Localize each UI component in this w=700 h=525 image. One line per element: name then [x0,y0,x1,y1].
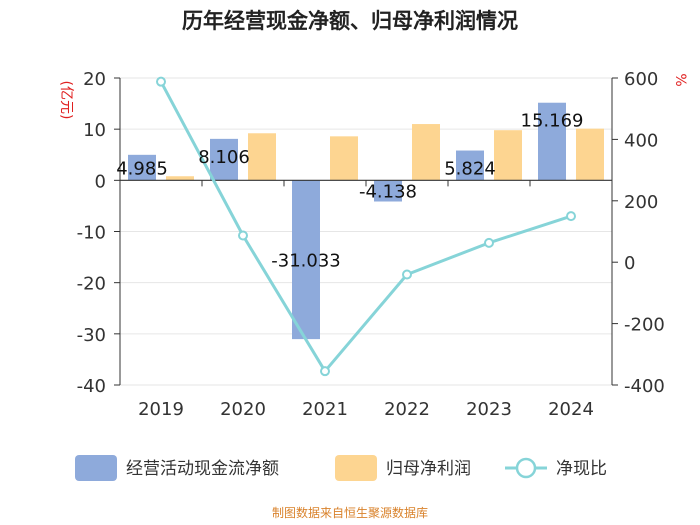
data-label-operating-cash: 15.169 [521,111,584,132]
left-tick-label: 10 [83,120,106,141]
left-axis-unit: (亿元) [58,81,74,120]
bar-operating-cash-2024 [538,102,566,181]
line-point-2021 [320,366,330,377]
x-tick-label: 2021 [302,399,348,420]
right-tick-label: 400 [624,130,658,151]
line-point-2020 [238,230,248,241]
bar-operating-cash-2021 [292,180,320,340]
x-tick-label: 2024 [548,399,594,420]
legend-label-operating-cash: 经营活动现金流净额 [126,459,279,479]
legend-label-net-cash-ratio: 净现比 [556,459,607,479]
data-label-operating-cash: 8.106 [198,147,250,168]
bar-operating-cash-2020 [210,138,238,181]
data-label-operating-cash: -31.033 [271,251,340,272]
x-tick-label: 2022 [384,399,430,420]
line-point-2024 [566,211,576,222]
line-point-2019 [156,76,166,87]
data-labels: 4.985 8.106 -31.033 -4.138 5.824 15.169 [116,111,583,272]
net-cash-ratio-line-group [156,76,576,377]
bar-net-profit-2021 [330,136,358,181]
left-tick-label: -30 [77,325,106,346]
left-tick-label: 20 [83,69,106,90]
bar-net-profit-2024 [576,128,604,181]
bars [128,102,604,340]
legend-swatch-net-profit [335,455,377,481]
right-tick-label: 0 [624,253,635,274]
legend-swatch-operating-cash [75,455,117,481]
right-tick-label: 600 [624,69,658,90]
legend-label-net-profit: 归母净利润 [386,459,471,479]
bar-net-profit-2023 [494,130,522,181]
right-tick-label: -400 [624,376,665,397]
right-tick-label: 200 [624,192,658,213]
legend: 经营活动现金流净额 归母净利润 净现比 [75,455,607,481]
left-tick-label: -40 [77,376,106,397]
chart-title: 历年经营现金净额、归母净利润情况 [182,9,518,33]
left-tick-label: -20 [77,274,106,295]
source-note: 制图数据来自恒生聚源数据库 [272,505,428,520]
left-tick-label: -10 [77,223,106,244]
x-tick-label: 2020 [220,399,266,420]
net-cash-ratio-line [159,80,572,373]
x-tick-label: 2023 [466,399,512,420]
line-point-2023 [484,237,494,248]
right-axis-unit: % [672,73,688,86]
bar-net-profit-2019 [166,176,194,181]
bar-operating-cash-2019 [128,154,156,181]
bar-operating-cash-2022 [374,180,402,202]
x-tick-label: 2019 [138,399,184,420]
bar-net-profit-2022 [412,124,440,181]
legend-swatch-marker [515,457,537,479]
line-point-2022 [402,269,412,280]
right-tick-label: -200 [624,315,665,336]
bar-net-profit-2020 [248,133,276,181]
gridlines [120,77,612,386]
axes: 20 10 0 -10 -20 -30 -40 600 400 200 0 -200 -400 2019 2… [77,69,665,420]
data-label-operating-cash: -4.138 [359,182,417,203]
data-label-operating-cash: 5.824 [444,158,496,179]
left-tick-label: 0 [95,171,106,192]
bar-operating-cash-2023 [456,150,484,181]
data-label-operating-cash: 4.985 [116,158,168,179]
